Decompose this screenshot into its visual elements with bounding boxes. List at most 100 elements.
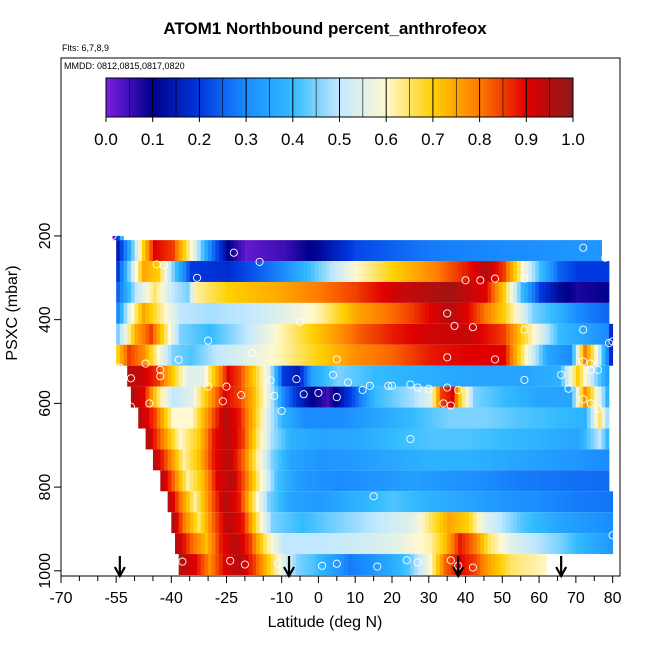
heatmap-cell (608, 533, 614, 555)
heatmap-cell (167, 407, 172, 429)
observation-point (384, 381, 393, 390)
heatmap-cell (494, 512, 500, 534)
heatmap-cell (447, 554, 452, 575)
heatmap-cell (244, 449, 249, 471)
heatmap-cell (447, 344, 452, 366)
heatmap-cell (586, 302, 591, 324)
heatmap-cell (447, 470, 452, 492)
heatmap-cell (215, 533, 220, 555)
heatmap-cell (197, 281, 202, 303)
heatmap-band (116, 323, 614, 345)
heatmap-cell (597, 407, 603, 429)
heatmap-cell (311, 302, 316, 324)
heatmap-cell (410, 554, 415, 575)
heatmap-cell (520, 344, 525, 366)
heatmap-cell (550, 365, 555, 387)
heatmap-cell (255, 386, 260, 408)
heatmap-cell (193, 281, 198, 303)
heatmap-cell (347, 386, 352, 408)
heatmap-cell (141, 281, 146, 303)
colorbar-segment (288, 78, 294, 117)
heatmap-cell (561, 261, 566, 282)
heatmap-cell (248, 449, 253, 471)
heatmap-cell (586, 428, 591, 450)
heatmap-cell (428, 344, 433, 366)
heatmap-cell (362, 281, 367, 303)
heatmap-cell (318, 365, 323, 387)
heatmap-cell (550, 386, 555, 408)
heatmap-cell (594, 281, 599, 303)
heatmap-cell (156, 365, 161, 387)
heatmap-cell (575, 302, 580, 324)
heatmap-cell (219, 240, 224, 262)
heatmap-cell (270, 491, 275, 513)
heatmap-cell (524, 240, 529, 262)
heatmap-cell (215, 240, 220, 262)
heatmap-cell (476, 261, 481, 282)
heatmap-cell (476, 512, 481, 534)
heatmap-cell (561, 428, 566, 450)
heatmap-cell (561, 491, 566, 513)
heatmap-cell (575, 512, 580, 534)
observation-point (446, 556, 455, 565)
heatmap-cell (439, 344, 444, 366)
heatmap-cell (208, 428, 213, 450)
heatmap-cell (281, 365, 286, 387)
heatmap-cell (178, 428, 183, 450)
heatmap-cell (531, 491, 536, 513)
heatmap-cell (586, 470, 591, 492)
colorbar-segment (253, 78, 259, 117)
heatmap-cell (502, 261, 507, 282)
heatmap-cell (550, 407, 555, 429)
heatmap-cell (553, 344, 558, 366)
colorbar-segment (374, 78, 379, 117)
heatmap-cell (391, 240, 397, 262)
heatmap-cell (414, 386, 419, 408)
heatmap-cell (241, 554, 246, 575)
heatmap-cell (531, 323, 536, 345)
heatmap-cell (270, 365, 275, 387)
heatmap-cell (322, 386, 327, 408)
heatmap-cell (539, 533, 544, 555)
heatmap-cell (369, 512, 374, 534)
heatmap-cell (152, 428, 158, 450)
heatmap-cell (171, 281, 176, 303)
heatmap-cell (322, 428, 327, 450)
heatmap-cell (513, 344, 518, 366)
heatmap-cell (380, 323, 386, 345)
heatmap-cell (520, 470, 525, 492)
heatmap-cell (329, 407, 334, 429)
heatmap-cell (384, 512, 389, 534)
observation-point (237, 390, 246, 400)
heatmap-cell (222, 407, 227, 429)
heatmap-cell (450, 470, 455, 492)
heatmap-cell (266, 281, 272, 303)
heatmap-cell (274, 281, 279, 303)
colorbar-segment (106, 78, 111, 117)
heatmap-cell (528, 302, 533, 324)
heatmap-cell (465, 386, 470, 408)
observation-point (222, 382, 231, 391)
heatmap-cell (248, 386, 253, 408)
observation-point (248, 349, 257, 358)
heatmap-cell (528, 449, 533, 471)
heatmap-cell (281, 533, 286, 555)
heatmap-cell (237, 554, 242, 575)
heatmap-cell (215, 512, 220, 534)
heatmap-cell (281, 449, 286, 471)
heatmap-cell (197, 240, 202, 262)
heatmap-cell (186, 533, 191, 555)
observation-point (579, 243, 588, 252)
heatmap-cell (259, 407, 264, 429)
colorbar-segment (378, 78, 383, 117)
heatmap-cell (333, 407, 338, 429)
heatmap-cell (373, 428, 378, 450)
heatmap-cell (233, 281, 238, 303)
x-tick-label: 80 (604, 590, 622, 607)
colorbar-segment (386, 78, 391, 117)
heatmap-cell (329, 554, 334, 575)
heatmap-cell (237, 407, 242, 429)
heatmap-cell (487, 365, 492, 387)
heatmap-cell (233, 386, 238, 408)
heatmap-cell (491, 302, 496, 324)
